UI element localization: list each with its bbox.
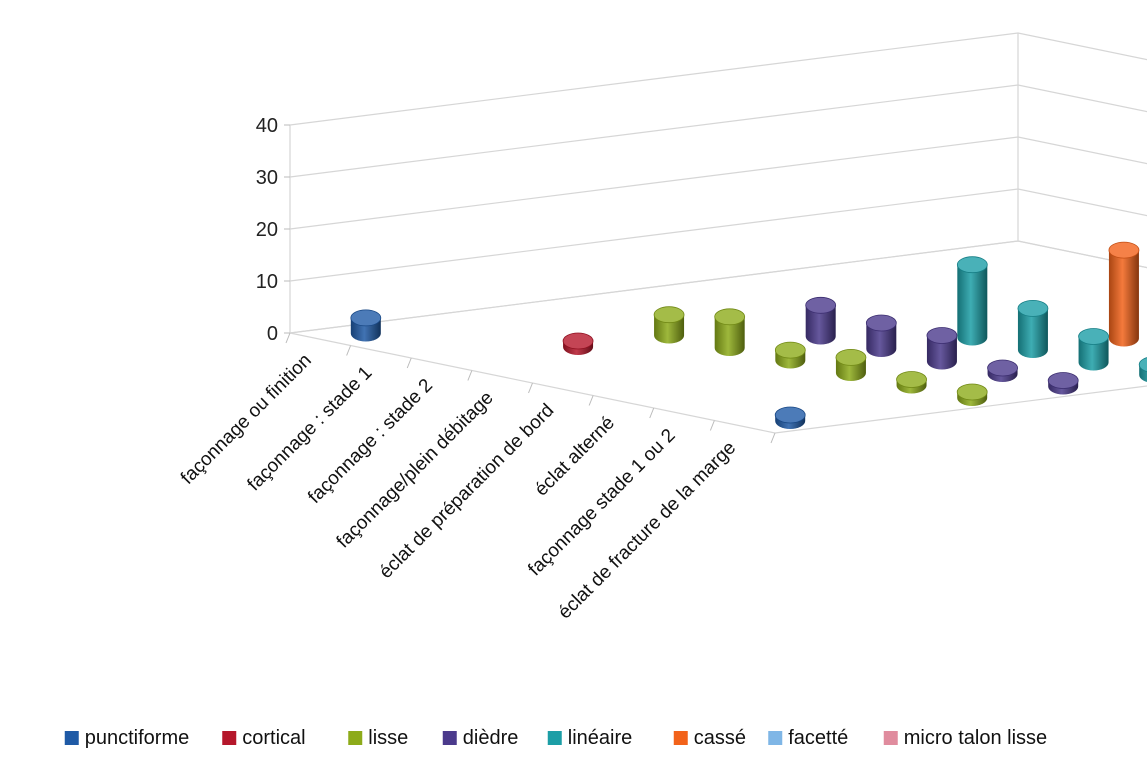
bar-top <box>653 306 685 324</box>
bar-top <box>987 359 1018 377</box>
x-tick-mark <box>588 395 594 406</box>
legend-label: punctiforme <box>85 727 190 749</box>
bar <box>987 359 1018 382</box>
legend: punctiforme cortical lisse dièdre linéaire ca… <box>64 727 1047 749</box>
legend-swatch <box>222 731 237 745</box>
x-category-label: façonnage : stade 2 <box>304 375 437 508</box>
legend-label: cortical <box>242 727 305 749</box>
bar <box>1138 357 1147 383</box>
legend-label: cassé <box>694 727 746 749</box>
x-tick-mark <box>528 382 533 394</box>
y-tick-label: 40 <box>256 115 278 137</box>
y-tick-label: 30 <box>256 167 278 189</box>
legend-swatch <box>673 731 688 745</box>
legend-swatch <box>547 731 562 745</box>
bar-top <box>956 383 988 401</box>
bar-top <box>896 371 927 388</box>
legend-swatch <box>64 731 79 745</box>
x-tick-mark <box>467 370 473 381</box>
bar <box>774 341 806 369</box>
bar <box>896 371 927 394</box>
legend-label: linéaire <box>568 727 632 749</box>
bar-body <box>957 264 988 346</box>
legend-item: linéaire <box>547 727 632 749</box>
bar-top <box>1078 328 1109 345</box>
legend-item: cassé <box>673 727 746 749</box>
x-category-label: façonnage stade 1 ou 2 <box>524 425 679 580</box>
bar <box>835 348 867 381</box>
legend-label: micro talon lisse <box>904 727 1047 749</box>
legend-swatch <box>442 731 457 745</box>
legend-item: dièdre <box>442 727 519 749</box>
y-tick-label: 10 <box>256 271 278 293</box>
bar-top <box>1047 372 1079 389</box>
bar-body <box>805 305 836 345</box>
bar <box>805 296 837 345</box>
bar <box>774 406 806 429</box>
legend-item: lisse <box>348 727 408 749</box>
bar <box>1108 241 1140 347</box>
bar-top <box>956 256 988 274</box>
x-tick-mark <box>649 407 655 419</box>
chart-walls <box>289 32 1147 334</box>
bar <box>653 306 685 344</box>
bar-top <box>865 314 897 332</box>
legend-swatch <box>883 731 898 745</box>
legend-item: punctiforme <box>64 727 190 749</box>
bar <box>956 383 988 406</box>
bar <box>350 309 382 342</box>
bar-body <box>714 316 745 356</box>
bar-body <box>866 323 897 357</box>
bars <box>350 241 1147 429</box>
bar-top <box>774 406 806 424</box>
bar-top <box>774 341 806 359</box>
bar-body <box>926 335 957 370</box>
floor-outline <box>289 240 1147 434</box>
y-tick-label: 0 <box>267 323 278 345</box>
bar-top <box>1138 357 1147 373</box>
bar <box>562 332 594 355</box>
legend-swatch <box>768 731 783 745</box>
bar-top <box>562 332 594 350</box>
legend-label: facetté <box>788 727 848 749</box>
legend-label: lisse <box>368 727 408 749</box>
x-tick-mark <box>770 432 776 444</box>
legend-item: micro talon lisse <box>883 727 1047 749</box>
x-tick-mark <box>709 420 715 431</box>
bar-top <box>1108 241 1140 259</box>
x-category-label: façonnage ou finition <box>177 350 316 489</box>
y-axis-ticks: 0 10 20 30 40 <box>256 115 290 345</box>
bar-top <box>926 327 958 344</box>
bar-top <box>714 308 746 326</box>
legend-label: dièdre <box>463 727 519 749</box>
bar-body <box>1108 250 1139 347</box>
legend-swatch <box>348 731 363 745</box>
chart-floor <box>289 240 1147 434</box>
bar-top <box>805 296 837 314</box>
x-tick-mark <box>285 332 291 344</box>
bar <box>926 327 958 370</box>
bar <box>1078 328 1109 371</box>
bar <box>1017 299 1049 358</box>
bar-body <box>1017 308 1048 358</box>
legend-item: facetté <box>768 727 848 749</box>
bar-top <box>835 348 867 366</box>
bar-top <box>350 309 382 327</box>
legend-item: cortical <box>222 727 306 749</box>
bar <box>1047 372 1079 395</box>
x-tick-mark <box>346 345 352 356</box>
x-category-label: façonnage : stade 1 <box>244 362 377 495</box>
bar <box>865 314 897 357</box>
bar-body <box>1078 336 1109 371</box>
y-tick-label: 20 <box>256 219 278 241</box>
bar <box>714 308 746 356</box>
bar-top <box>1017 299 1049 317</box>
bar <box>956 256 988 346</box>
x-tick-mark <box>406 357 412 369</box>
